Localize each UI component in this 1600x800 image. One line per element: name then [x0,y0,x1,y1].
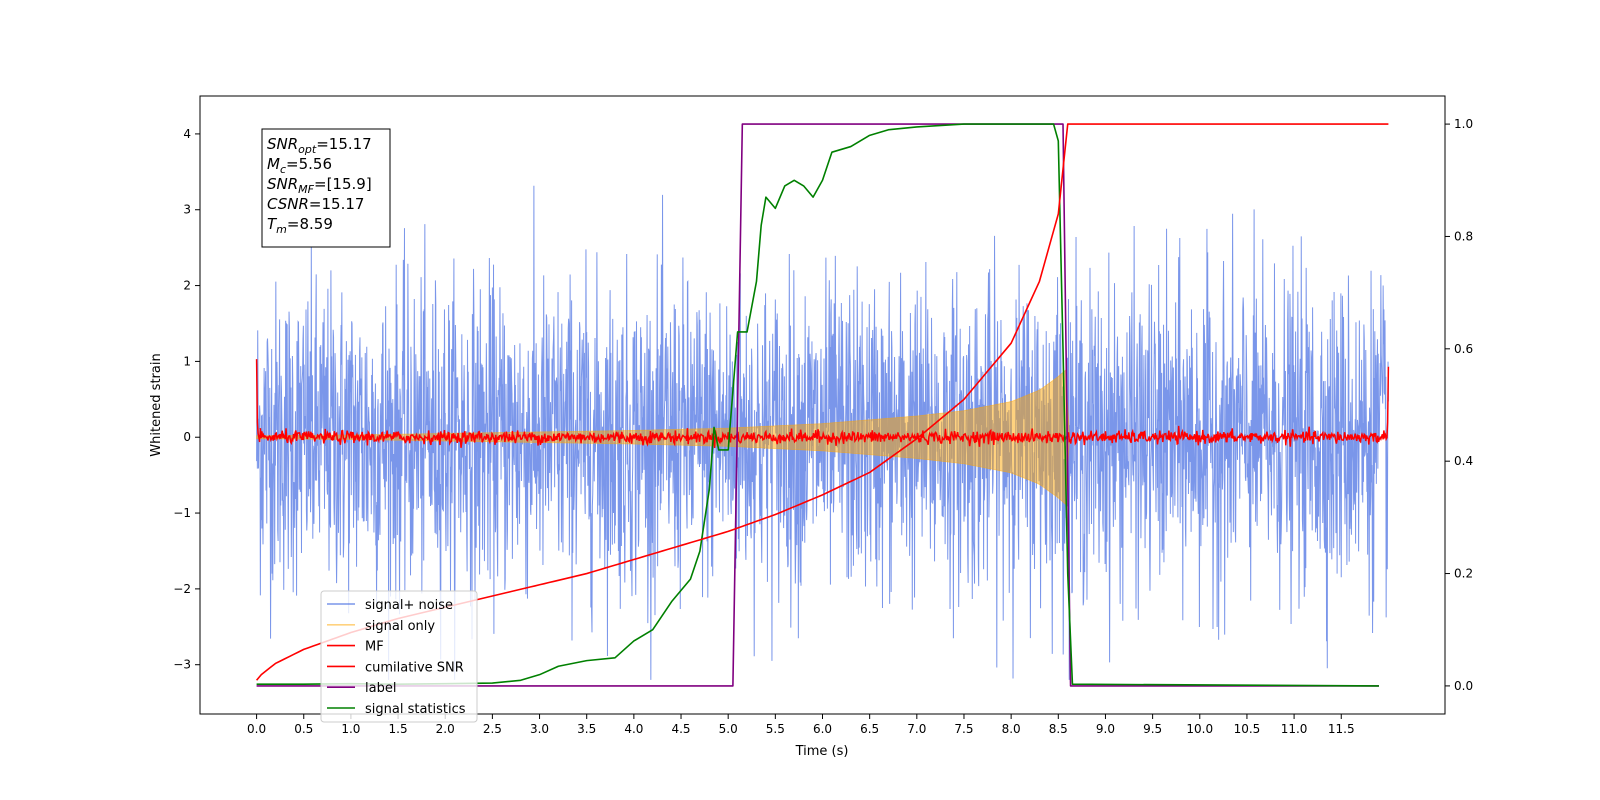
x-tick-label: 5.0 [719,722,738,736]
x-tick-label: 3.5 [577,722,596,736]
x-tick-label: 5.5 [766,722,785,736]
x-tick-label: 6.5 [860,722,879,736]
x-tick-label: 1.0 [341,722,360,736]
legend-entry: MF [365,640,384,655]
x-tick-label: 7.0 [907,722,926,736]
y2-tick-label: 0.0 [1454,679,1473,693]
annotation-symbol: CSNR [267,195,309,213]
legend: signal+ noise signal only MF cumilative SNR… [320,590,478,723]
annotation-symbol: SNR [267,135,298,153]
x-tick-label: 6.0 [813,722,832,736]
annotation-line: SNRMF=[15.9] [267,175,372,196]
x-axis-label: Time (s) [795,744,849,759]
legend-entry: signal only [365,619,435,634]
annotation-line: SNRopt=15.17 [267,135,372,156]
x-tick-label: 2.5 [483,722,502,736]
series-label [256,123,1379,687]
series-mf [255,359,1390,449]
y-tick-label: 1 [183,354,191,368]
y2-tick-label: 0.6 [1454,342,1473,356]
annotation-value: =[15.9] [314,175,372,193]
annotation-value: =15.17 [316,135,372,153]
x-tick-label: 1.5 [389,722,408,736]
legend-entry: label [365,681,396,696]
x-tick-label: 10.5 [1234,722,1261,736]
x-tick-label: 9.5 [1143,722,1162,736]
y2-tick-label: 1.0 [1454,117,1473,131]
x-tick-label: 8.5 [1049,722,1068,736]
series-signal-statistics [256,123,1379,687]
x-tick-label: 0.0 [247,722,266,736]
legend-frame [320,590,478,723]
y-tick-label: −1 [173,506,191,520]
x-tick-label: 0.5 [294,722,313,736]
annotation-subscript: m [276,223,287,236]
y-tick-label: 2 [183,279,191,293]
y2-tick-label: 0.4 [1454,454,1473,468]
x-tick-label: 8.0 [1002,722,1021,736]
x-tick-label: 4.0 [624,722,643,736]
annotation-line: Mc=5.56 [267,155,332,176]
x-tick-label: 3.0 [530,722,549,736]
x-tick-label: 4.5 [671,722,690,736]
annotation-box: SNRopt=15.17Mc=5.56SNRMF=[15.9]CSNR=15.1… [261,128,391,248]
y-tick-label: 0 [183,430,191,444]
y2-tick-label: 0.8 [1454,229,1473,243]
y-axis-label: Whitened strain [149,353,164,456]
annotation-subscript: MF [298,183,314,196]
annotation-symbol: M [267,155,280,173]
annotation-value: =15.17 [309,195,365,213]
annotation-line: Tm=8.59 [267,215,333,236]
x-axis: 0.0 0.5 1.0 1.5 2.0 2.5 3.0 3.5 4.0 4.5 5.0 5.5 6.0 6… [247,714,1355,736]
annotation-symbol: T [267,215,278,233]
annotation-line: CSNR=15.17 [267,195,364,213]
legend-entry: signal+ noise [365,598,453,613]
annotation-subscript: opt [298,143,317,156]
y2-tick-label: 0.2 [1454,567,1473,581]
annotation-value: =8.59 [287,215,333,233]
y-tick-label: 3 [183,203,191,217]
x-tick-label: 9.0 [1096,722,1115,736]
y-tick-label: −2 [173,582,191,596]
x-tick-label: 7.5 [954,722,973,736]
y-tick-label: −3 [173,658,191,672]
annotation-value: =5.56 [286,155,332,173]
x-tick-label: 11.5 [1328,722,1355,736]
y-axis-right: 0.0 0.2 0.4 0.6 0.8 1.0 [1445,117,1473,693]
x-tick-label: 11.0 [1281,722,1308,736]
annotation-symbol: SNR [267,175,298,193]
y-axis-left: −3 −2 −1 0 1 2 3 4 [173,127,200,672]
x-tick-label: 10.0 [1186,722,1213,736]
y-tick-label: 4 [183,127,191,141]
legend-entry: cumilative SNR [365,660,464,675]
legend-entry: signal statistics [365,702,466,717]
x-tick-label: 2.0 [436,722,455,736]
annotation-frame [261,128,391,248]
annotation-subscript: c [280,163,286,176]
